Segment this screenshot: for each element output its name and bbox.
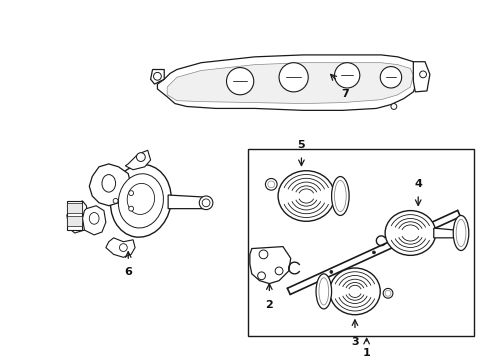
Polygon shape — [67, 201, 88, 233]
Ellipse shape — [275, 267, 283, 275]
Ellipse shape — [385, 211, 436, 255]
Polygon shape — [106, 238, 135, 257]
Ellipse shape — [380, 67, 402, 88]
Ellipse shape — [129, 191, 134, 195]
Bar — [248, 149, 474, 336]
Bar — [67, 201, 82, 230]
Ellipse shape — [153, 72, 161, 80]
Ellipse shape — [391, 104, 397, 109]
Text: 4: 4 — [414, 179, 422, 189]
Ellipse shape — [266, 179, 277, 190]
Ellipse shape — [202, 199, 210, 207]
Ellipse shape — [111, 165, 172, 237]
Ellipse shape — [419, 71, 426, 78]
Polygon shape — [167, 63, 414, 104]
Polygon shape — [89, 164, 131, 206]
Polygon shape — [125, 150, 150, 170]
Ellipse shape — [199, 196, 213, 210]
Polygon shape — [150, 69, 164, 84]
Ellipse shape — [456, 219, 466, 247]
Polygon shape — [82, 206, 106, 235]
Ellipse shape — [279, 63, 308, 92]
Text: 3: 3 — [351, 337, 359, 347]
Ellipse shape — [453, 216, 469, 251]
Ellipse shape — [415, 231, 418, 234]
Ellipse shape — [330, 268, 380, 315]
Ellipse shape — [119, 174, 164, 228]
Ellipse shape — [113, 198, 118, 203]
Ellipse shape — [383, 288, 393, 298]
Polygon shape — [157, 55, 417, 111]
Ellipse shape — [89, 212, 99, 224]
Polygon shape — [434, 228, 457, 238]
Text: 6: 6 — [124, 267, 132, 277]
Ellipse shape — [259, 250, 268, 259]
Ellipse shape — [127, 183, 154, 215]
Polygon shape — [250, 247, 291, 284]
Ellipse shape — [316, 274, 332, 309]
Ellipse shape — [137, 153, 145, 161]
Ellipse shape — [335, 63, 360, 88]
Ellipse shape — [226, 68, 254, 95]
Ellipse shape — [319, 278, 329, 305]
Ellipse shape — [102, 175, 116, 192]
Ellipse shape — [268, 181, 275, 188]
Ellipse shape — [385, 291, 391, 296]
Text: 7: 7 — [342, 89, 349, 99]
Ellipse shape — [258, 272, 266, 280]
Bar — [67, 203, 82, 212]
Ellipse shape — [278, 171, 335, 221]
Text: 2: 2 — [266, 300, 273, 310]
Ellipse shape — [335, 180, 346, 212]
Ellipse shape — [372, 251, 375, 254]
Bar — [67, 216, 82, 226]
Text: 5: 5 — [297, 140, 305, 150]
Ellipse shape — [330, 270, 333, 273]
Ellipse shape — [120, 244, 127, 252]
Text: 1: 1 — [363, 348, 370, 358]
Ellipse shape — [129, 206, 134, 211]
Ellipse shape — [332, 176, 349, 216]
Polygon shape — [414, 62, 430, 92]
Polygon shape — [168, 195, 206, 209]
